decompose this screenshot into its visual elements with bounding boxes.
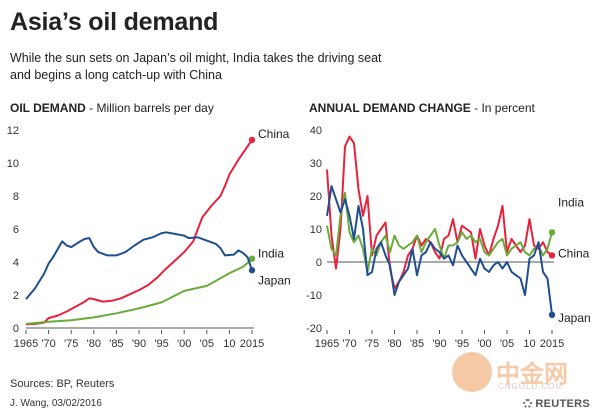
change-ytick-6: 40 — [310, 125, 322, 137]
subtitle-line-2: and begins a long catch-up with China — [10, 68, 222, 82]
demand-ytick-6: 12 — [7, 125, 19, 137]
demand-label-china: China — [258, 127, 290, 141]
change-ytick-1: -10 — [306, 290, 322, 302]
demand-xtick-8: '05 — [200, 338, 214, 350]
change-series-japan — [326, 185, 553, 315]
demand-ytick-0: 0 — [13, 323, 19, 335]
change-xtick-10: 2015 — [540, 338, 564, 350]
reuters-logo-text: REUTERS — [535, 398, 590, 410]
change-xtick-4: '85 — [410, 338, 424, 350]
demand-xtick-1: '70 — [41, 338, 55, 350]
change-ytick-2: 0 — [316, 257, 322, 269]
demand-ytick-5: 10 — [7, 158, 19, 170]
demand-xtick-0: 1965 — [14, 338, 38, 350]
change-label-india: India — [558, 195, 584, 209]
watermark-logo-icon — [452, 352, 492, 392]
demand-xtick-10: 2015 — [240, 338, 264, 350]
change-label-japan: Japan — [558, 311, 591, 325]
demand-xtick-2: '75 — [64, 338, 78, 350]
demand-change-title: ANNUAL DEMAND CHANGE — [309, 101, 471, 115]
demand-ytick-2: 4 — [13, 257, 19, 269]
change-xtick-3: '80 — [387, 338, 401, 350]
demand-xtick-5: '90 — [132, 338, 146, 350]
demand-xtick-3: '80 — [87, 338, 101, 350]
oil-demand-title: OIL DEMAND — [10, 101, 86, 115]
change-endpoint-china — [548, 252, 556, 259]
change-xtick-6: '95 — [455, 338, 469, 350]
demand-xtick-9: 10 — [223, 338, 235, 350]
watermark: 中金网 CNGOLD.COM — [452, 352, 572, 396]
demand-endpoint-india — [248, 255, 256, 262]
demand-series-china — [25, 139, 253, 326]
change-endpoint-japan — [548, 311, 556, 318]
demand-label-india: India — [258, 247, 284, 261]
subtitle-line-1: While the sun sets on Japan’s oil might,… — [10, 51, 382, 65]
demand-xtick-4: '85 — [109, 338, 123, 350]
demand-series-japan — [25, 231, 253, 300]
change-label-china: China — [558, 246, 590, 260]
change-ytick-3: 10 — [310, 224, 322, 236]
demand-ytick-1: 2 — [13, 290, 19, 302]
demand-ytick-3: 6 — [13, 224, 19, 236]
oil-demand-unit: Million barrels per day — [96, 101, 214, 115]
demand-change-unit: In percent — [481, 101, 535, 115]
change-ytick-4: 20 — [310, 191, 322, 203]
change-xtick-8: '05 — [500, 338, 514, 350]
oil-demand-header: OIL DEMAND - Million barrels per day — [10, 101, 214, 115]
change-series-india — [326, 191, 553, 273]
reuters-logo: REUTERS — [523, 398, 590, 410]
demand-endpoint-china — [248, 136, 256, 144]
change-xtick-1: '70 — [342, 338, 356, 350]
demand-change-header: ANNUAL DEMAND CHANGE - In percent — [309, 101, 535, 115]
change-ytick-5: 30 — [310, 158, 322, 170]
demand-label-japan: Japan — [258, 273, 291, 287]
watermark-url: CNGOLD.COM — [498, 382, 564, 391]
byline: J. Wang, 03/02/2016 — [10, 398, 102, 409]
watermark-text: 中金网 — [496, 361, 568, 388]
chart-title: Asia’s oil demand — [10, 8, 219, 36]
demand-series-india — [25, 257, 253, 325]
demand-xtick-7: '00 — [177, 338, 191, 350]
reuters-dot-icon — [523, 399, 533, 408]
change-series-china — [326, 135, 553, 290]
change-xtick-9: 10 — [523, 338, 535, 350]
sources-note: Sources: BP, Reuters — [10, 378, 115, 390]
change-xtick-0: 1965 — [315, 338, 339, 350]
demand-endpoint-japan — [248, 267, 256, 274]
change-ytick-0: -20 — [306, 323, 322, 335]
change-xtick-7: '00 — [477, 338, 491, 350]
change-endpoint-india — [548, 229, 556, 236]
change-xtick-5: '90 — [432, 338, 446, 350]
change-xtick-2: '75 — [365, 338, 379, 350]
demand-ytick-4: 8 — [13, 191, 19, 203]
demand-xtick-6: '95 — [154, 338, 168, 350]
